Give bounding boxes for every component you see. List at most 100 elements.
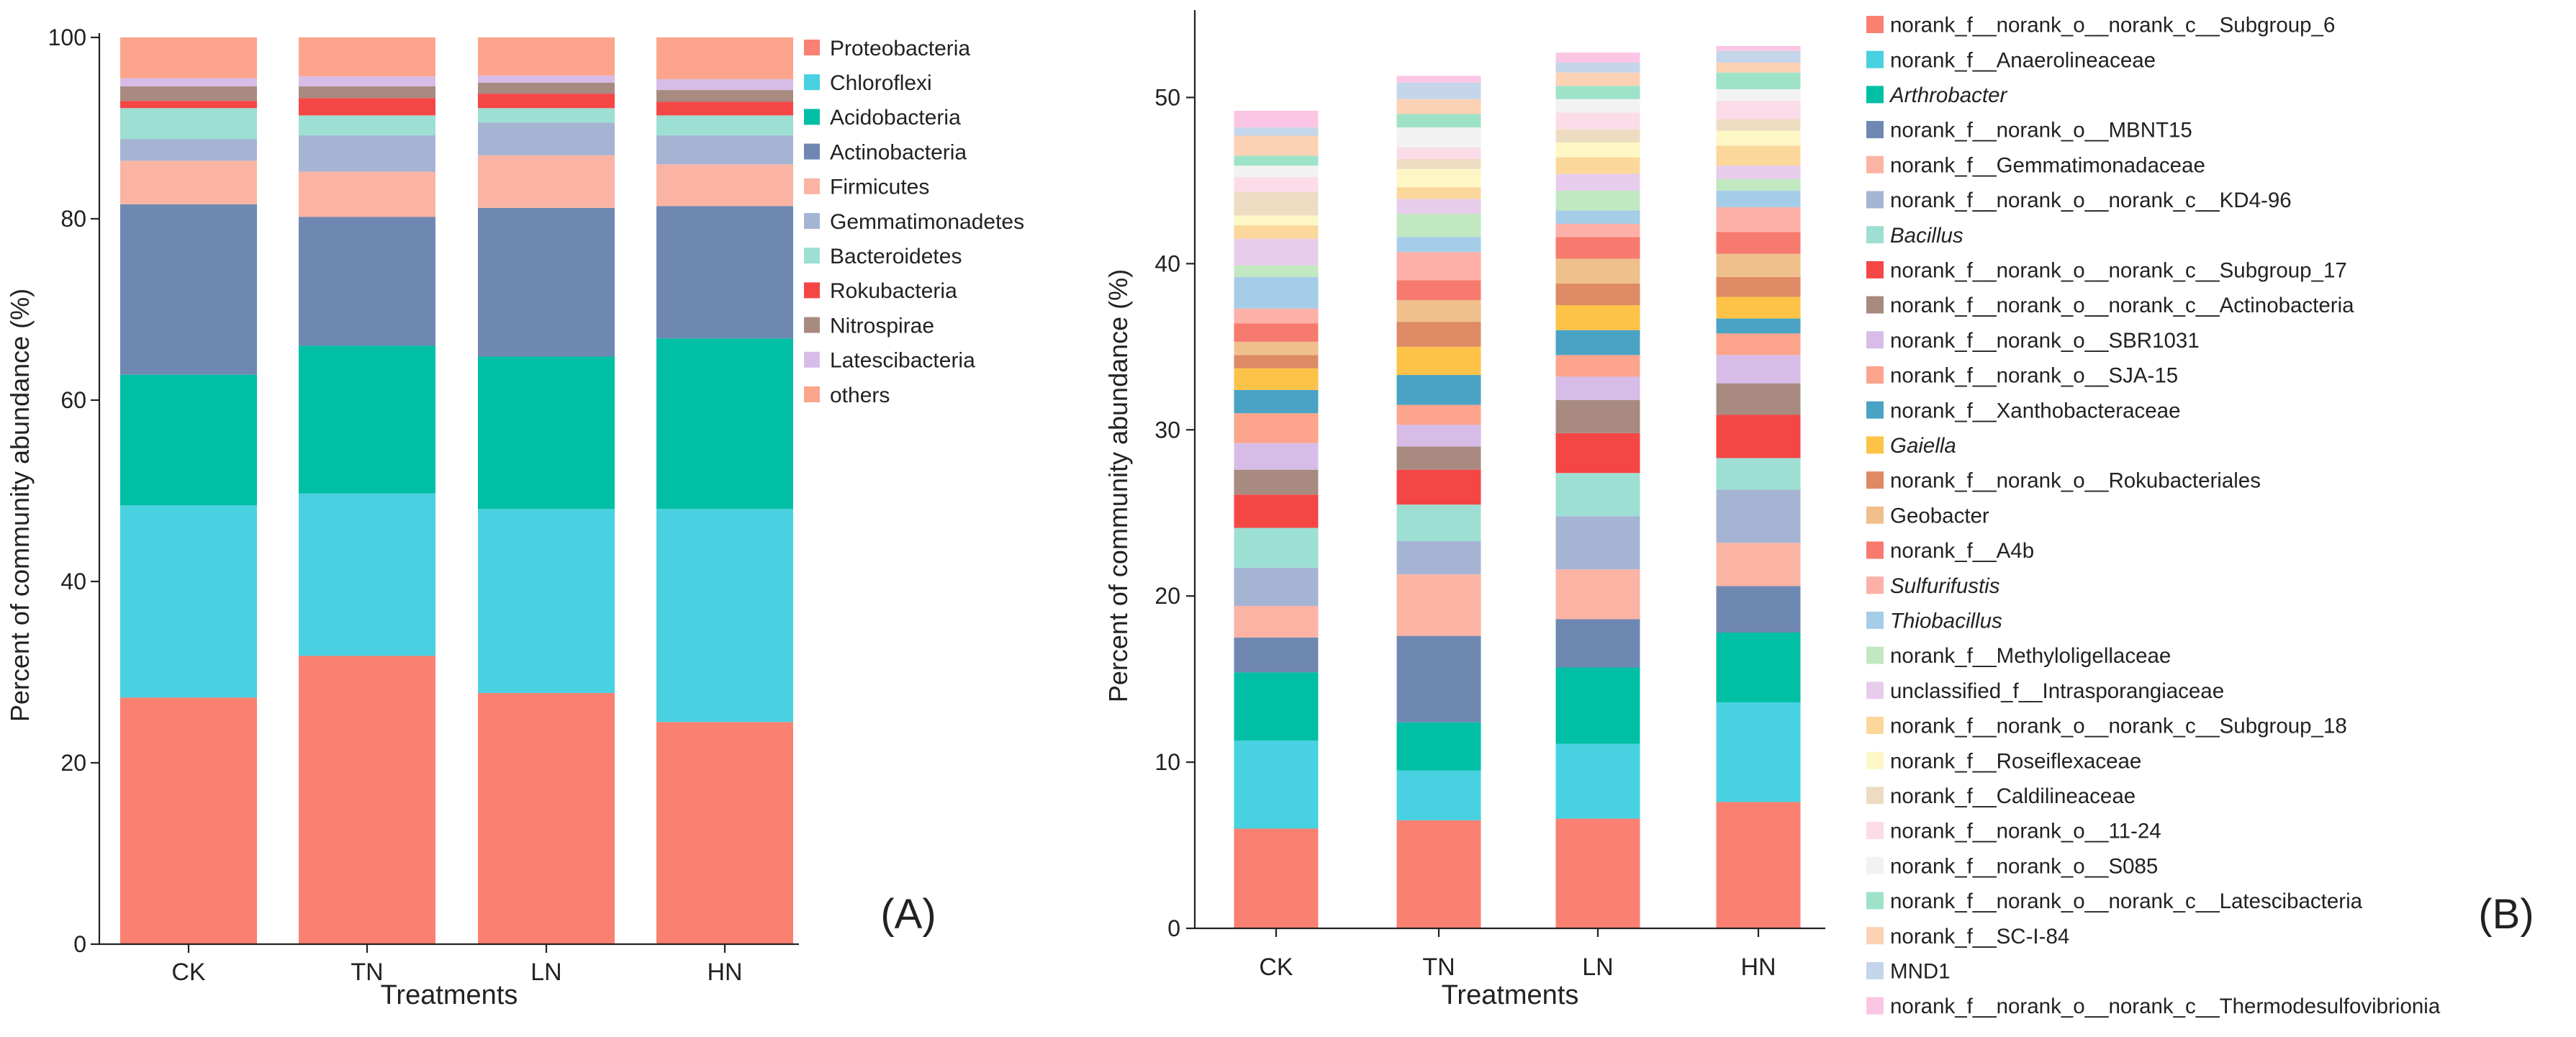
panel-label: (B) xyxy=(2478,891,2534,938)
legend-label: norank_f__norank_o__norank_c__Actinobact… xyxy=(1890,294,2354,317)
bar-segment-ln-9 xyxy=(478,75,615,83)
bar-segment-ln-3 xyxy=(1555,619,1640,668)
x-tick-label-ck: CK xyxy=(171,959,206,986)
legend-label: Latescibacteria xyxy=(830,349,975,373)
bar-segment-ln-22 xyxy=(1555,129,1640,142)
x-tick-label-ck: CK xyxy=(1259,954,1293,981)
bar-segment-ck-20 xyxy=(1234,225,1319,239)
bar-segment-hn-2 xyxy=(656,338,793,510)
bar-segment-hn-5 xyxy=(1716,489,1801,543)
legend-swatch-17 xyxy=(1866,611,1884,629)
legend-swatch-5 xyxy=(1866,191,1884,209)
legend-label: Acidobacteria xyxy=(830,106,961,130)
bar-segment-ln-21 xyxy=(1555,142,1640,158)
bar-segment-tn-7 xyxy=(299,98,435,116)
bar-segment-ln-19 xyxy=(1555,173,1640,191)
legend-swatch-27 xyxy=(1866,961,1884,979)
bar-segment-hn-7 xyxy=(656,101,793,116)
bar-segment-tn-1 xyxy=(1396,770,1481,820)
bar-segment-tn-28 xyxy=(1396,76,1481,83)
legend-label: Gemmatimonadetes xyxy=(830,210,1024,234)
bar-segment-hn-4 xyxy=(656,164,793,207)
bar-segment-hn-17 xyxy=(1716,190,1801,207)
legend-swatch-19 xyxy=(1866,681,1884,699)
legend-swatch-1 xyxy=(804,74,820,91)
bar-segment-hn-8 xyxy=(1716,383,1801,415)
legend-swatch-0 xyxy=(1866,16,1884,33)
legend-label: Sulfurifustis xyxy=(1890,574,2000,598)
legend-label: norank_f__A4b xyxy=(1890,539,2034,563)
bar-segment-tn-27 xyxy=(1396,82,1481,99)
legend-label: unclassified_f__Intrasporangiaceae xyxy=(1890,679,2224,703)
y-tick-label: 10 xyxy=(1154,749,1180,775)
legend-label: Thiobacillus xyxy=(1890,610,2002,633)
legend-swatch-23 xyxy=(1866,822,1884,840)
bar-segment-ln-23 xyxy=(1555,112,1640,130)
bar-segment-ln-25 xyxy=(1555,86,1640,99)
x-tick-label-ln: LN xyxy=(1582,954,1613,981)
bar-segment-tn-17 xyxy=(1396,237,1481,253)
legend-label: Proteobacteria xyxy=(830,37,970,60)
bar-segment-ln-12 xyxy=(1555,305,1640,330)
bar-segment-ck-1 xyxy=(1234,741,1319,829)
bar-segment-ck-6 xyxy=(120,108,257,140)
bar-segment-tn-0 xyxy=(1396,820,1481,928)
bar-segment-ck-26 xyxy=(1234,135,1319,156)
y-tick-label: 20 xyxy=(1154,583,1180,609)
bar-segment-tn-8 xyxy=(1396,446,1481,470)
bar-segment-tn-2 xyxy=(299,345,435,494)
legend-swatch-25 xyxy=(1866,892,1884,910)
legend-label: norank_f__norank_o__Rokubacteriales xyxy=(1890,469,2261,493)
legend-label: others xyxy=(830,384,890,407)
bar-segment-hn-1 xyxy=(656,509,793,723)
bar-segment-tn-18 xyxy=(1396,214,1481,237)
bar-segment-ln-11 xyxy=(1555,330,1640,356)
legend-swatch-12 xyxy=(1866,436,1884,454)
bar-segment-ln-15 xyxy=(1555,237,1640,259)
bar-segment-hn-21 xyxy=(1716,130,1801,146)
bar-segment-ln-26 xyxy=(1555,72,1640,86)
panel-label: (A) xyxy=(880,891,936,938)
bar-segment-ln-28 xyxy=(1555,53,1640,63)
legend-swatch-0 xyxy=(804,40,820,55)
bar-segment-ck-9 xyxy=(1234,443,1319,470)
bar-segment-tn-4 xyxy=(299,171,435,217)
bar-segment-ln-0 xyxy=(1555,818,1640,928)
bar-segment-ck-14 xyxy=(1234,341,1319,356)
panel-b-chart: 0 10 20 30 40 50 CK TN LN HN Treatments Percent of … xyxy=(1103,10,2534,1018)
bar-segment-ck-18 xyxy=(1234,265,1319,277)
bar-segment-ln-4 xyxy=(1555,569,1640,620)
legend-label: norank_f__norank_o__norank_c__Subgroup_6 xyxy=(1890,14,2335,37)
bar-segment-ln-8 xyxy=(478,83,615,94)
bar-segment-ck-4 xyxy=(120,160,257,204)
y-tick-label: 30 xyxy=(1154,417,1180,443)
bar-segment-tn-6 xyxy=(299,115,435,136)
legend-swatch-15 xyxy=(1866,541,1884,559)
bar-segment-hn-27 xyxy=(1716,50,1801,63)
bar-segment-hn-13 xyxy=(1716,276,1801,297)
bar-segment-ck-15 xyxy=(1234,323,1319,342)
legend-swatch-21 xyxy=(1866,751,1884,769)
bar-segment-tn-26 xyxy=(1396,99,1481,114)
bar-segment-hn-3 xyxy=(1716,586,1801,633)
bar-segment-tn-0 xyxy=(299,656,435,944)
bar-segment-ln-2 xyxy=(478,356,615,510)
bar-segment-hn-26 xyxy=(1716,62,1801,73)
bar-segment-ck-4 xyxy=(1234,606,1319,638)
bar-segment-hn-24 xyxy=(1716,89,1801,101)
bar-segment-ck-9 xyxy=(120,78,257,87)
bar-segment-ck-10 xyxy=(1234,413,1319,443)
bar-segment-tn-6 xyxy=(1396,504,1481,541)
bar-segment-tn-19 xyxy=(1396,199,1481,214)
bar-segment-ck-8 xyxy=(120,86,257,101)
legend-label: norank_f__norank_o__MBNT15 xyxy=(1890,119,2192,142)
bar-segment-ln-14 xyxy=(1555,258,1640,284)
bar-segment-ln-2 xyxy=(1555,667,1640,744)
bar-segment-tn-25 xyxy=(1396,114,1481,128)
y-tick-label: 60 xyxy=(60,387,86,413)
bar-segment-ck-2 xyxy=(1234,672,1319,741)
y-tick-label: 40 xyxy=(1154,250,1180,276)
legend-swatch-1 xyxy=(1866,50,1884,68)
bar-segment-hn-8 xyxy=(656,90,793,102)
bar-segment-hn-10 xyxy=(1716,333,1801,356)
